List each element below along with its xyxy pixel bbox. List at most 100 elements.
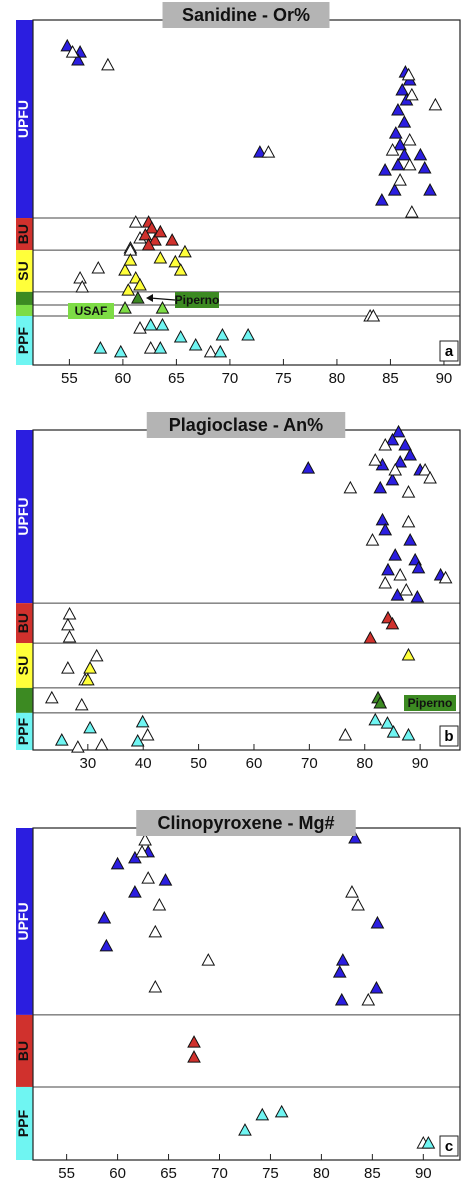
triangle-marker <box>178 244 192 258</box>
triangle-marker <box>363 630 378 644</box>
x-tick-label: 60 <box>109 1165 126 1180</box>
triangle-marker <box>141 871 156 884</box>
triangle-marker <box>351 897 365 911</box>
unit-label: BU <box>15 224 31 244</box>
triangle-marker <box>118 301 132 314</box>
triangle-marker <box>113 344 128 358</box>
triangle-marker <box>187 1050 201 1063</box>
x-tick-label: 90 <box>412 755 429 772</box>
triangle-marker <box>173 263 188 276</box>
triangle-marker <box>168 254 183 268</box>
triangle-marker <box>386 725 401 738</box>
triangle-marker <box>345 885 359 898</box>
triangle-marker <box>144 220 159 234</box>
x-tick-label: 70 <box>301 755 318 772</box>
triangle-marker <box>391 157 405 171</box>
unit-bar <box>16 304 33 317</box>
triangle-marker <box>188 337 203 351</box>
triangle-marker <box>54 733 69 746</box>
triangle-marker <box>404 205 419 218</box>
triangle-marker <box>158 873 173 886</box>
triangle-marker <box>413 147 428 161</box>
triangle-marker <box>155 317 170 331</box>
triangle-marker <box>402 157 417 171</box>
triangle-marker <box>60 38 75 52</box>
triangle-marker <box>385 432 400 446</box>
triangle-marker <box>83 720 97 734</box>
unit-bar <box>16 291 33 305</box>
triangle-marker <box>404 87 419 101</box>
triangle-marker <box>403 533 417 546</box>
triangle-marker <box>399 582 414 596</box>
triangle-marker <box>61 661 75 674</box>
triangle-marker <box>71 740 85 753</box>
triangle-marker <box>80 672 95 686</box>
panel-label-box <box>439 1135 459 1157</box>
triangle-marker <box>423 183 437 196</box>
x-tick-label: 70 <box>211 1165 228 1180</box>
title-box <box>146 412 346 438</box>
triangle-marker <box>380 716 395 729</box>
triangle-marker <box>118 263 132 276</box>
panel-label-box <box>439 340 459 362</box>
triangle-marker <box>391 103 405 116</box>
x-tick-label: 90 <box>415 1165 432 1180</box>
triangle-marker <box>130 733 145 747</box>
triangle-marker <box>332 965 347 978</box>
panel-label: b <box>444 728 453 745</box>
x-tick-label: 65 <box>160 1165 177 1180</box>
unit-bar <box>16 316 33 365</box>
unit-label: UPFU <box>15 497 31 535</box>
triangle-marker <box>83 661 97 674</box>
triangle-marker <box>141 237 156 251</box>
triangle-marker <box>401 514 416 528</box>
triangle-marker <box>213 344 228 358</box>
x-tick-label: 75 <box>262 1165 279 1180</box>
triangle-marker <box>140 727 155 741</box>
triangle-marker <box>402 133 417 146</box>
triangle-marker <box>94 737 109 751</box>
triangle-marker <box>148 233 162 246</box>
unit-bar <box>16 828 33 1015</box>
unit-label: PPF <box>15 326 31 354</box>
unit-bar <box>16 1086 33 1160</box>
triangle-marker <box>365 533 380 546</box>
triangle-marker <box>153 341 168 354</box>
triangle-marker <box>155 301 170 314</box>
triangle-marker <box>153 224 168 238</box>
triangle-marker <box>71 52 85 66</box>
triangle-marker <box>74 697 89 711</box>
annotation-box <box>404 695 456 711</box>
triangle-marker <box>401 647 416 661</box>
triangle-marker <box>375 512 390 526</box>
triangle-marker <box>391 424 406 438</box>
x-tick-label: 30 <box>79 755 96 772</box>
triangle-marker <box>395 82 410 96</box>
triangle-marker <box>401 727 416 741</box>
triangle-marker <box>110 856 125 870</box>
unit-label: UPFU <box>15 100 31 138</box>
triangle-marker <box>428 97 443 111</box>
triangle-marker <box>401 67 416 81</box>
plot-frame <box>32 827 461 1161</box>
unit-bar <box>16 218 33 251</box>
triangle-marker <box>97 910 112 924</box>
triangle-marker <box>143 317 158 331</box>
title-box <box>162 2 330 28</box>
triangle-marker <box>133 277 147 291</box>
triangle-marker <box>401 485 416 498</box>
annotation: USAF <box>75 304 108 318</box>
triangle-marker <box>128 215 143 228</box>
triangle-marker <box>75 279 90 293</box>
x-tick-label: 90 <box>436 370 453 387</box>
x-tick-label: 40 <box>135 755 152 772</box>
triangle-marker <box>393 567 408 581</box>
unit-label: SU <box>15 656 31 675</box>
triangle-marker <box>131 291 145 304</box>
triangle-marker <box>378 522 393 536</box>
triangle-marker <box>238 1123 252 1136</box>
triangle-marker <box>334 992 349 1006</box>
unit-bar <box>16 712 33 750</box>
triangle-marker <box>148 979 163 993</box>
